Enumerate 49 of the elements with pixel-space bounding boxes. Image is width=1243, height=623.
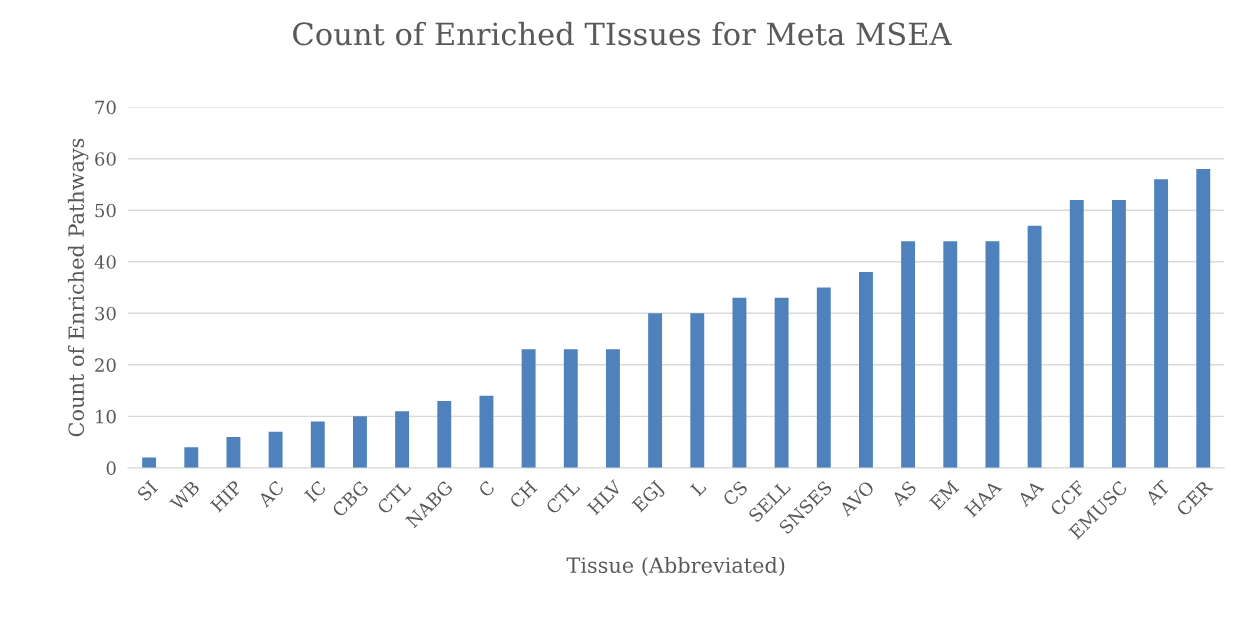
- bar: [732, 297, 747, 468]
- bar: [1027, 225, 1042, 468]
- x-tick-label: WB: [169, 480, 201, 512]
- bar: [985, 241, 1000, 468]
- y-tick-label: 20: [95, 358, 116, 372]
- bar: [521, 349, 536, 468]
- bar: [774, 297, 789, 468]
- bar: [479, 395, 494, 468]
- x-tick-label: SI: [136, 479, 159, 502]
- y-tick-label: 30: [95, 306, 116, 321]
- bar: [901, 241, 916, 468]
- y-tick-label: 60: [95, 152, 116, 166]
- bar: [690, 313, 705, 468]
- x-tick-label: AA: [1016, 479, 1045, 508]
- chart-title: Count of Enriched TIssues for Meta MSEA: [293, 21, 952, 46]
- x-tick-label: CH: [508, 479, 538, 510]
- x-tick-label: IC: [303, 479, 327, 503]
- x-tick-label: L: [689, 479, 707, 497]
- x-tick-label: C: [477, 479, 496, 498]
- bar: [1069, 199, 1084, 468]
- bar: [1111, 199, 1126, 468]
- x-tick-label: CTL: [544, 479, 581, 515]
- x-axis-title: Tissue (Abbreviated): [566, 556, 785, 576]
- bar: [648, 313, 663, 468]
- y-tick-label: 70: [95, 100, 116, 115]
- x-tick-label: AC: [256, 479, 285, 508]
- bar: [226, 436, 241, 468]
- bar: [352, 416, 367, 468]
- x-tick-label: CS: [721, 480, 749, 507]
- x-tick-label: AT: [1144, 479, 1171, 506]
- bar: [1154, 179, 1169, 468]
- y-tick-label: 10: [96, 409, 116, 424]
- y-tick-label: 0: [106, 461, 116, 475]
- y-tick-label: 50: [95, 203, 116, 218]
- bar: [1196, 168, 1211, 468]
- x-tick-label: EM: [928, 480, 960, 511]
- bar: [310, 421, 325, 468]
- bar: [816, 287, 831, 468]
- y-tick-label: 40: [94, 255, 116, 269]
- bar: [268, 431, 283, 468]
- bar: [943, 241, 958, 468]
- y-axis-title: Count of Enriched Pathways: [67, 138, 89, 437]
- bar: [395, 411, 410, 468]
- bar: [563, 349, 578, 468]
- x-tick-label: AS: [890, 480, 918, 507]
- bar: [858, 272, 873, 468]
- bar: [184, 447, 199, 468]
- bar: [605, 349, 620, 468]
- bar: [437, 400, 452, 468]
